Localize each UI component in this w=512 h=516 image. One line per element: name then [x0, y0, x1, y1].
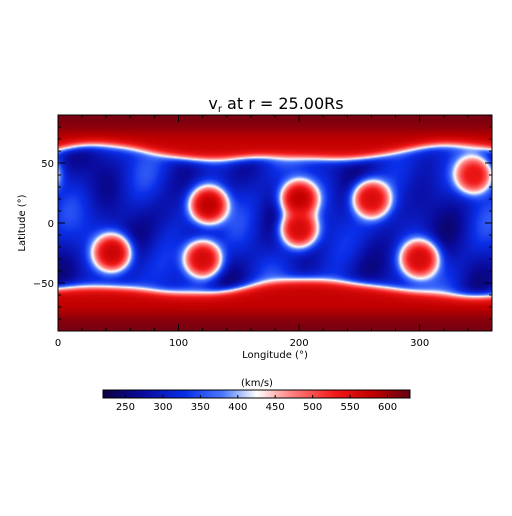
colorbar-tick-label: 450 — [266, 402, 285, 413]
x-axis-label: Longitude (°) — [242, 350, 308, 361]
x-tick-label: 100 — [169, 338, 188, 349]
x-axis: 0 100 200 300 — [55, 115, 493, 349]
y-axis-label: Latitude (°) — [17, 194, 28, 251]
colorbar-tick-label: 500 — [303, 402, 322, 413]
y-axis: −50 0 50 — [33, 114, 492, 332]
x-tick-label: 300 — [410, 338, 429, 349]
colorbar: (km/s) 250 300 350 400 450 500 550 600 — [102, 378, 411, 413]
colorbar-tick-label: 300 — [153, 402, 172, 413]
colorbar-frame — [102, 389, 411, 399]
x-tick-label: 200 — [290, 338, 309, 349]
heatmap-map — [57, 114, 493, 332]
y-tick-label: 0 — [48, 219, 54, 230]
colorbar-ticks: 250 300 350 400 450 500 550 600 — [116, 395, 397, 413]
colorbar-tick-label: 400 — [228, 402, 247, 413]
colorbar-gradient — [103, 390, 410, 398]
colorbar-tick-label: 350 — [191, 402, 210, 413]
y-tick-label: 50 — [41, 159, 54, 170]
colorbar-label: (km/s) — [241, 378, 273, 389]
velocity-field-image — [58, 115, 492, 331]
colorbar-tick-label: 550 — [341, 402, 360, 413]
y-tick-label: −50 — [33, 279, 54, 290]
x-tick-label: 0 — [55, 338, 61, 349]
title-subscript: r — [218, 104, 223, 115]
title-main: v — [208, 94, 217, 113]
colorbar-tick-label: 250 — [116, 402, 135, 413]
title-rest: at r = 25.00Rs — [222, 94, 344, 113]
colorbar-tick-label: 600 — [378, 402, 397, 413]
chart-title: vr at r = 25.00Rs — [208, 94, 343, 115]
